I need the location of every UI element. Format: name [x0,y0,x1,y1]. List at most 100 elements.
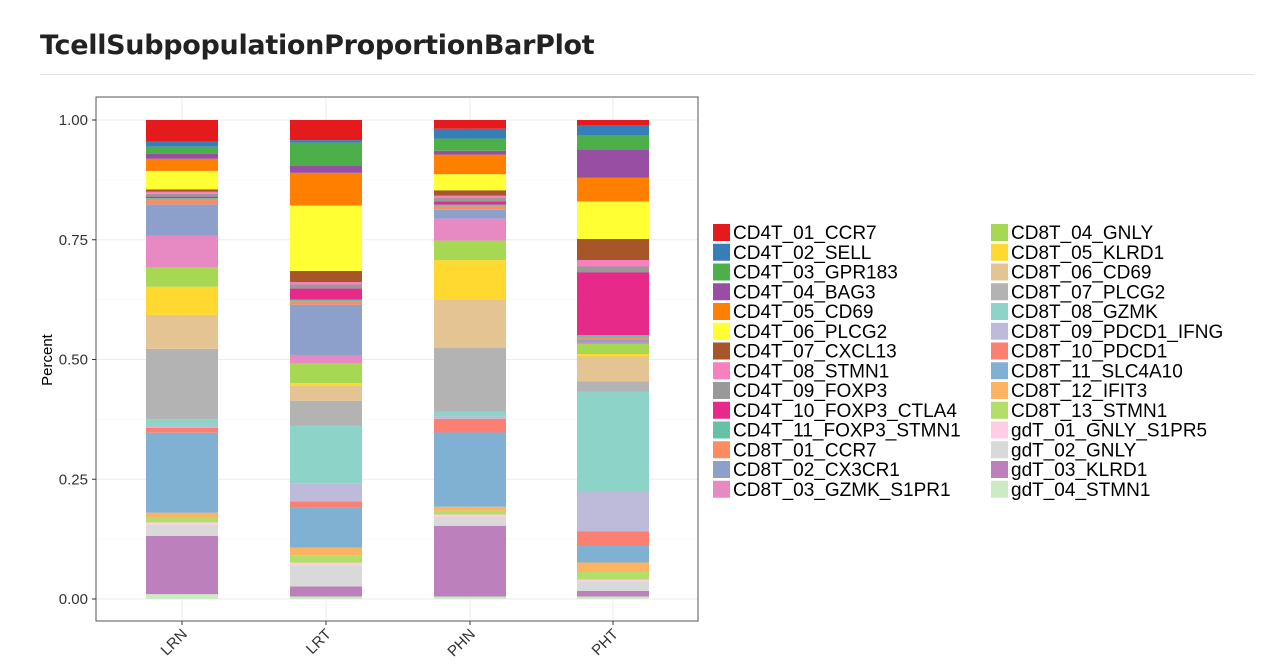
legend-key [991,303,1008,320]
bar-segment-cd4t-11-foxp3-stmn1 [434,204,506,207]
bar-segment-cd8t-09-pdcd1-ifng [577,491,649,532]
legend-item-cd8t-09-pdcd1-ifng: CD8T_09_PDCD1_IFNG [991,322,1223,343]
bar-segment-cd8t-10-pdcd1 [146,427,218,433]
legend-label: CD8T_05_KLRD1 [1011,243,1164,264]
bar-segment-cd4t-10-foxp3-ctla4 [434,201,506,205]
bar-segment-cd8t-02-cx3cr1 [290,304,362,355]
bar-segment-gdt-04-stmn1 [290,596,362,599]
legend-label: gdT_01_GNLY_S1PR5 [1011,421,1207,442]
legend-item-cd4t-03-gpr183: CD4T_03_GPR183 [713,263,898,284]
bar-segment-cd8t-07-plcg2 [290,400,362,426]
bar-segment-cd8t-08-gzmk [434,411,506,417]
bar-segment-cd8t-01-ccr7 [290,301,362,305]
legend-label: gdT_04_STMN1 [1011,480,1150,501]
bar-segment-cd8t-10-pdcd1 [434,418,506,433]
legend-item-cd8t-11-slc4a10: CD8T_11_SLC4A10 [991,361,1183,382]
bar-segment-cd4t-07-cxcl13 [434,190,506,196]
y-tick-label: 0.50 [59,352,88,369]
bar-segment-cd4t-03-gpr183 [290,142,362,166]
legend-item-gdt-02-gnly: gdT_02_GNLY [991,440,1137,461]
bar-segment-cd4t-08-stmn1 [577,260,649,267]
y-tick-label: 1.00 [59,112,88,129]
bar-segment-cd8t-11-slc4a10 [577,545,649,563]
bar-segment-cd8t-07-plcg2 [146,348,218,420]
legend-item-cd4t-10-foxp3-ctla4: CD4T_10_FOXP3_CTLA4 [713,401,957,422]
bar-stack-lrt [290,120,362,599]
legend-label: CD8T_09_PDCD1_IFNG [1011,322,1223,343]
legend-item-cd4t-06-plcg2: CD4T_06_PLCG2 [713,322,887,343]
legend-label: CD8T_04_GNLY [1011,223,1154,244]
bar-segment-gdt-01-gnly-s1pr5 [290,562,362,566]
bar-segment-cd8t-13-stmn1 [146,517,218,523]
bar-segment-cd8t-06-cd69 [290,385,362,401]
legend-label: CD8T_08_GZMK [1011,302,1158,323]
bar-segment-cd4t-05-cd69 [146,158,218,171]
legend-item-cd8t-05-klrd1: CD8T_05_KLRD1 [991,243,1164,264]
legend-key [713,322,730,340]
legend-key [713,480,730,498]
x-tick-label: PHT [589,626,622,659]
bar-segment-cd4t-04-bag3 [146,153,218,159]
bar-segment-cd8t-11-slc4a10 [434,432,506,507]
bar-segment-cd8t-05-klrd1 [434,260,506,300]
bar-segment-cd4t-03-gpr183 [434,138,506,151]
legend-label: CD4T_11_FOXP3_STMN1 [733,421,961,442]
bar-segment-cd8t-03-gzmk-s1pr1 [434,218,506,241]
bar-segment-cd4t-01-ccr7 [577,120,649,125]
legend-item-cd4t-01-ccr7: CD4T_01_CCR7 [713,223,877,244]
bar-segment-gdt-03-klrd1 [577,591,649,597]
legend-key [991,461,1008,478]
legend-label: CD4T_02_SELL [733,243,871,264]
bar-segment-cd8t-04-gnly [434,240,506,261]
legend-key [991,243,1008,261]
bar-segment-gdt-01-gnly-s1pr5 [434,514,506,517]
bar-segment-cd4t-07-cxcl13 [290,270,362,283]
legend-key [713,362,730,380]
bar-segment-cd4t-06-plcg2 [290,205,362,271]
bar-segment-cd4t-04-bag3 [577,150,649,178]
legend-key [991,322,1008,340]
legend-key [713,283,730,301]
bar-segment-gdt-01-gnly-s1pr5 [577,579,649,582]
bar-segment-cd4t-01-ccr7 [146,120,218,142]
bar-segment-cd8t-02-cx3cr1 [146,204,218,236]
bar-segment-cd8t-04-gnly [146,267,218,287]
title-divider [40,74,1254,75]
bar-segment-cd8t-07-plcg2 [434,348,506,412]
bar-segment-gdt-03-klrd1 [290,586,362,597]
legend-item-cd4t-05-cd69: CD4T_05_CD69 [713,302,873,323]
bar-segment-gdt-03-klrd1 [434,525,506,597]
x-tick-label: LRN [158,626,191,659]
bar-segment-gdt-02-gnly [290,565,362,587]
legend-key [991,441,1008,459]
legend-label: CD8T_11_SLC4A10 [1011,361,1183,382]
bar-segment-cd8t-12-ifit3 [434,506,506,511]
legend-key [713,461,730,478]
bar-segment-cd8t-01-ccr7 [434,206,506,210]
legend-label: CD8T_12_IFIT3 [1011,381,1147,402]
legend-label: CD8T_13_STMN1 [1011,401,1167,422]
y-tick-label: 0.25 [59,471,88,488]
legend-key [713,303,730,320]
x-tick-label: LRT [303,626,335,658]
bar-segment-gdt-04-stmn1 [146,594,218,599]
x-axis: LRN LRT PHN PHT [158,621,622,660]
legend-item-cd8t-12-ifit3: CD8T_12_IFIT3 [991,381,1147,402]
legend-key [991,342,1008,360]
bar-segment-cd4t-09-foxp3 [577,266,649,273]
bar-segment-cd4t-08-stmn1 [290,282,362,285]
bar-segment-cd8t-12-ifit3 [146,512,218,518]
legend-key [991,401,1008,419]
legend-item-cd4t-11-foxp3-stmn1: CD4T_11_FOXP3_STMN1 [713,421,961,442]
legend-key [991,421,1008,439]
legend-label: CD8T_02_CX3CR1 [733,460,900,481]
bar-segment-cd4t-07-cxcl13 [146,189,218,192]
bar-segment-cd8t-11-slc4a10 [146,432,218,513]
bar-segment-gdt-02-gnly [577,582,649,591]
bar-segment-gdt-02-gnly [146,524,218,536]
legend-key [713,263,730,281]
y-tick-label: 0.75 [59,232,88,249]
bars [146,120,649,599]
y-tick-label: 0.00 [59,591,88,608]
